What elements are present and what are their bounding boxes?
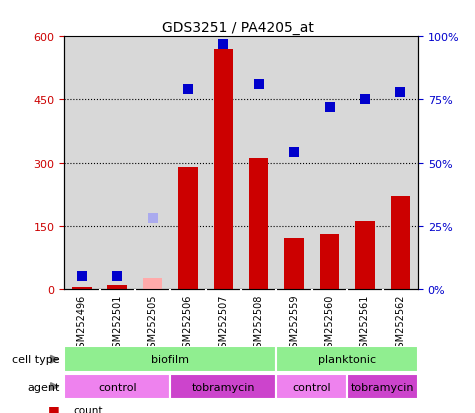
Text: GSM252507: GSM252507 [218, 294, 228, 353]
Bar [214, 50, 233, 289]
Text: count: count [74, 405, 103, 413]
Text: control: control [98, 382, 136, 392]
Bar [64, 374, 171, 399]
Bar [276, 347, 418, 372]
Text: GSM252559: GSM252559 [289, 294, 299, 353]
Bar [178, 167, 198, 289]
Text: GSM252496: GSM252496 [77, 294, 87, 353]
Point [184, 87, 192, 93]
Point [255, 82, 263, 88]
Text: GSM252562: GSM252562 [395, 294, 405, 353]
Bar [276, 374, 347, 399]
Text: control: control [293, 382, 331, 392]
Text: agent: agent [27, 382, 59, 392]
Point [149, 215, 156, 222]
Bar [171, 374, 276, 399]
Point [397, 89, 404, 96]
Text: GSM252501: GSM252501 [112, 294, 122, 353]
Bar [390, 197, 410, 289]
Text: GSM252506: GSM252506 [183, 294, 193, 353]
Text: tobramycin: tobramycin [351, 382, 414, 392]
Text: GSM252505: GSM252505 [148, 294, 158, 353]
Text: GDS3251 / PA4205_at: GDS3251 / PA4205_at [162, 21, 314, 35]
Bar [107, 285, 127, 289]
Bar [249, 159, 268, 289]
Bar [355, 222, 375, 289]
Bar [72, 287, 92, 289]
Point [78, 273, 86, 280]
Bar [143, 279, 162, 289]
Text: biofilm: biofilm [152, 354, 189, 364]
Text: planktonic: planktonic [318, 354, 376, 364]
Point [290, 150, 298, 157]
Text: cell type: cell type [12, 354, 59, 364]
Point [361, 97, 369, 103]
Text: tobramycin: tobramycin [191, 382, 255, 392]
Point [219, 41, 227, 48]
Point [326, 104, 333, 111]
Text: GSM252560: GSM252560 [324, 294, 334, 353]
Point [114, 273, 121, 280]
Text: GSM252561: GSM252561 [360, 294, 370, 353]
Text: GSM252508: GSM252508 [254, 294, 264, 353]
Bar [320, 235, 339, 289]
Bar [285, 239, 304, 289]
Text: ■: ■ [48, 403, 59, 413]
Bar [64, 347, 276, 372]
Bar [347, 374, 418, 399]
